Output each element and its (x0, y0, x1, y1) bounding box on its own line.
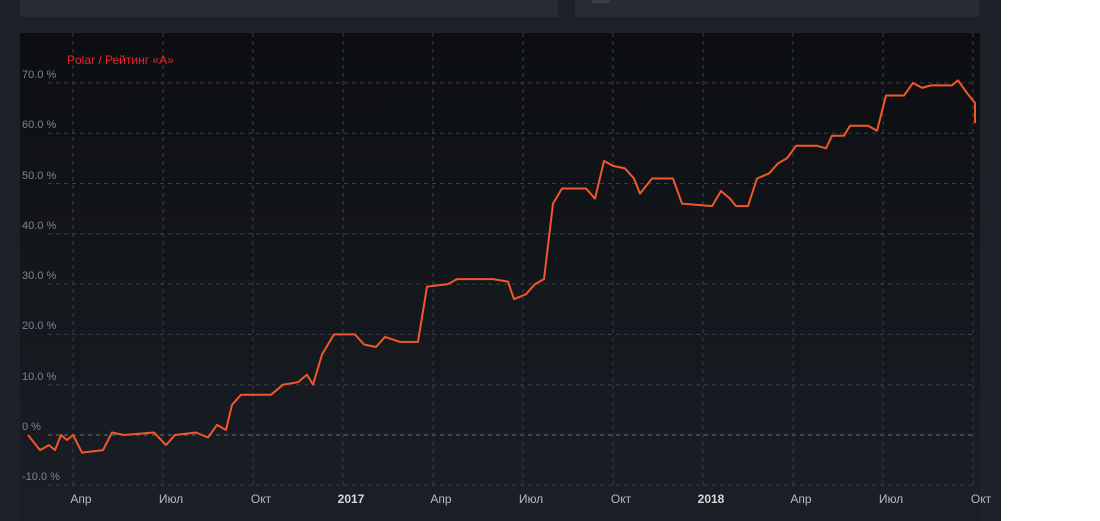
panel-tab-stub[interactable] (592, 0, 610, 3)
chart-card: Polar / Рейтинг «А» 70.0 % 60.0 % 50.0 % 40… (20, 33, 991, 521)
x-tick-label: Июл (158, 492, 184, 506)
series-line (27, 79, 976, 454)
top-panel-right (575, 0, 979, 17)
x-tick-label: Окт (970, 492, 992, 506)
y-tick-label: 0 % (22, 421, 41, 433)
y-tick-label: 10.0 % (22, 370, 57, 383)
grid-lines (48, 33, 975, 488)
y-tick-label: 60.0 % (22, 119, 57, 132)
x-tick-label: 2017 (337, 492, 365, 506)
x-tick-label: Апр (790, 492, 812, 506)
y-tick-label: 20.0 % (22, 320, 57, 333)
y-tick-label: -10.0 % (22, 471, 60, 484)
chart-title: Polar / Рейтинг «А» (67, 53, 174, 67)
y-tick-label: 40.0 % (22, 219, 57, 232)
x-tick-label: 2018 (697, 492, 725, 506)
top-panel-left (20, 0, 558, 17)
app-window: Polar / Рейтинг «А» 70.0 % 60.0 % 50.0 % 40… (0, 0, 1001, 521)
x-tick-label: Окт (250, 492, 272, 506)
x-tick-label: Окт (610, 492, 632, 506)
y-tick-label: 30.0 % (22, 270, 57, 283)
series-lines (27, 79, 976, 454)
x-tick-label: Июл (878, 492, 904, 506)
chart-plot (27, 33, 976, 488)
x-tick-label: Апр (70, 492, 92, 506)
x-tick-label: Июл (518, 492, 544, 506)
y-tick-label: 50.0 % (22, 169, 57, 182)
x-tick-label: Апр (430, 492, 452, 506)
y-tick-label: 70.0 % (22, 68, 57, 81)
